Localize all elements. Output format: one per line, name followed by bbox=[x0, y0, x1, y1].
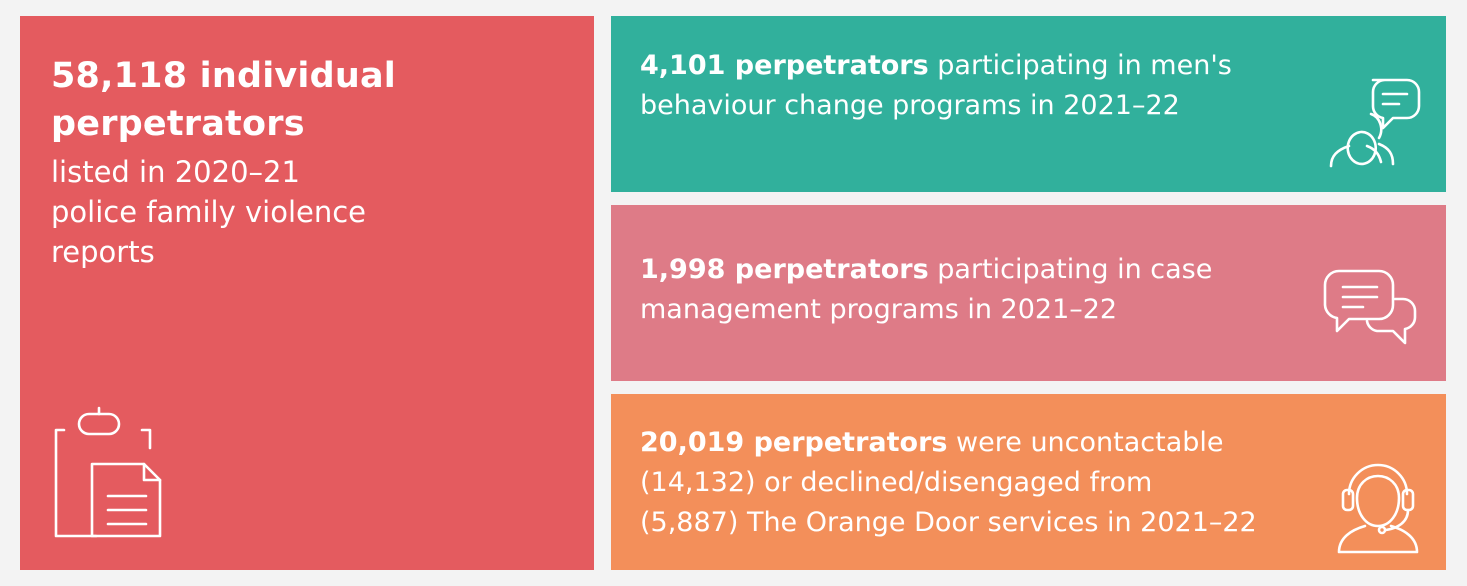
stat-line: management programs in 2021–22 bbox=[640, 294, 1118, 325]
stat-line: 4,101 perpetrators participating in men'… bbox=[640, 46, 1300, 86]
case-management-panel: 1,998 perpetrators participating in case… bbox=[611, 205, 1446, 381]
stat-figure: 20,019 perpetrators bbox=[640, 427, 948, 458]
stat-line: (14,132) or declined/disengaged from bbox=[640, 467, 1153, 498]
headset-operator-icon bbox=[1335, 458, 1421, 554]
stat-text-rest: were uncontactable bbox=[947, 427, 1224, 458]
subtext-line: police family violence bbox=[51, 195, 367, 229]
stat-figure: 1,998 perpetrators bbox=[640, 254, 929, 285]
perpetrators-listed-headline: 58,118 individual perpetrators bbox=[51, 52, 571, 148]
perpetrators-listed-text: 58,118 individual perpetrators listed in… bbox=[51, 52, 571, 272]
people-speech-icon bbox=[1327, 74, 1423, 170]
behaviour-change-text: 4,101 perpetrators participating in men'… bbox=[640, 46, 1300, 126]
headline-line: perpetrators bbox=[51, 104, 305, 144]
chat-bubbles-icon bbox=[1323, 267, 1423, 351]
stat-line: 1,998 perpetrators participating in case bbox=[640, 250, 1300, 290]
stat-text-rest: participating in men's bbox=[928, 50, 1232, 81]
orange-door-text: 20,019 perpetrators were uncontactable (… bbox=[640, 423, 1300, 543]
stat-figure: 4,101 perpetrators bbox=[640, 50, 929, 81]
clipboard-document-icon bbox=[52, 404, 164, 540]
perpetrators-listed-panel: 58,118 individual perpetrators listed in… bbox=[20, 16, 594, 570]
headline-line: 58,118 individual bbox=[51, 56, 397, 96]
subtext-line: reports bbox=[51, 235, 155, 269]
stat-text-rest: participating in case bbox=[928, 254, 1213, 285]
subtext-line: listed in 2020–21 bbox=[51, 155, 300, 189]
perpetrators-listed-subtext: listed in 2020–21 police family violence… bbox=[51, 152, 571, 272]
behaviour-change-panel: 4,101 perpetrators participating in men'… bbox=[611, 16, 1446, 192]
case-management-text: 1,998 perpetrators participating in case… bbox=[640, 250, 1300, 330]
stat-line: behaviour change programs in 2021–22 bbox=[640, 90, 1180, 121]
orange-door-panel: 20,019 perpetrators were uncontactable (… bbox=[611, 394, 1446, 570]
stat-line: (5,887) The Orange Door services in 2021… bbox=[640, 507, 1257, 538]
stat-line: 20,019 perpetrators were uncontactable bbox=[640, 423, 1300, 463]
